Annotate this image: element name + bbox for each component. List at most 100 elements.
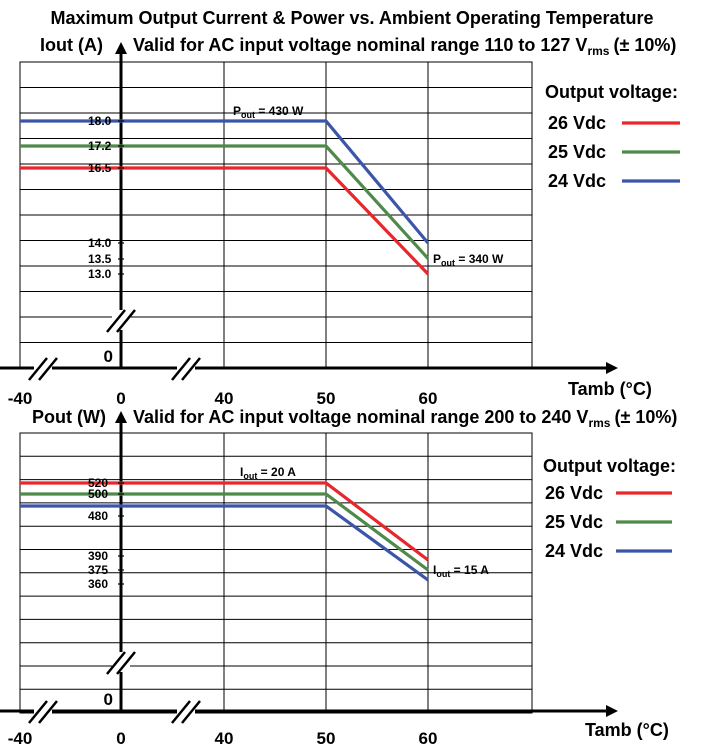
x-axis-break — [28, 357, 58, 381]
x-tick-label: -40 — [8, 389, 33, 408]
x-axis-break — [171, 700, 201, 724]
x-axis-break — [28, 700, 58, 724]
x-axis-break — [171, 357, 201, 381]
annotation-main: I — [433, 563, 436, 577]
x-tick-labels: -40 0 40 50 60 — [8, 729, 438, 747]
chart-header: Valid for AC input voltage nominal range… — [133, 35, 676, 58]
axis-break-gap — [34, 701, 52, 721]
header-text: Valid for AC input voltage nominal range… — [133, 407, 588, 427]
x-tick-labels: -40 0 40 50 60 — [8, 389, 438, 408]
legend-label: 26 Vdc — [548, 113, 606, 133]
y-tick-label: 375 — [88, 563, 108, 577]
legend-label: 25 Vdc — [545, 512, 603, 532]
axis-break-stroke — [116, 309, 136, 333]
axis-break-stroke — [171, 700, 191, 724]
axis-break-stroke — [38, 700, 58, 724]
annotation-sub: out — [436, 569, 450, 579]
y-tick-label: 0 — [104, 347, 113, 366]
y-tick-label: 13.0 — [88, 267, 112, 281]
y-axis-arrow — [115, 411, 127, 423]
header-subscript: rms — [588, 416, 610, 430]
power-derating-chart: Pout (W) Valid for AC input voltage nomi… — [0, 407, 677, 747]
axis-break-stroke — [106, 651, 126, 675]
chart-legend: Output voltage: 26 Vdc 25 Vdc 24 Vdc — [543, 456, 676, 561]
x-tick-label: 40 — [215, 389, 234, 408]
figure-title: Maximum Output Current & Power vs. Ambie… — [50, 8, 653, 28]
y-tick-label: 500 — [88, 487, 108, 501]
chart-legend: Output voltage: 26 Vdc 25 Vdc 24 Vdc — [545, 82, 680, 191]
x-tick-label: 60 — [419, 729, 438, 747]
header-text: Valid for AC input voltage nominal range… — [133, 35, 587, 55]
x-tick-label: 0 — [116, 729, 125, 747]
annotation-main: P — [233, 104, 241, 118]
y-tick-label: 13.5 — [88, 252, 112, 266]
axis-break-stroke — [171, 357, 191, 381]
y-tick-label: 16.5 — [88, 161, 112, 175]
axis-break-stroke — [28, 700, 48, 724]
axis-break-gap — [177, 358, 195, 378]
header-subscript: rms — [587, 44, 609, 58]
x-tick-label: 40 — [215, 729, 234, 747]
annotation-pout-340: Pout = 340 W — [433, 252, 504, 268]
x-axis-label: Tamb (°C) — [568, 379, 652, 399]
annotation-main: P — [433, 252, 441, 266]
annotation-value: = 430 W — [255, 104, 304, 118]
legend-label: 26 Vdc — [545, 483, 603, 503]
annotation-sub: out — [243, 471, 257, 481]
x-axis-label: Tamb (°C) — [585, 720, 669, 740]
y-axis-break — [106, 651, 136, 675]
y-tick-label: 14.0 — [88, 236, 112, 250]
annotation-value: = 15 A — [450, 563, 489, 577]
y-tick-label: 520 — [88, 476, 108, 490]
x-tick-label: 50 — [317, 389, 336, 408]
y-axis-label: Pout (W) — [32, 407, 106, 427]
axis-break-stroke — [116, 651, 136, 675]
y-tick-label: 480 — [88, 509, 108, 523]
annotation-value: = 20 A — [257, 465, 296, 479]
y-axis-break — [106, 309, 136, 333]
legend-label: 25 Vdc — [548, 142, 606, 162]
y-tick-label: 360 — [88, 577, 108, 591]
x-tick-label: -40 — [8, 729, 33, 747]
y-tick-label: 390 — [88, 549, 108, 563]
axis-break-gap — [112, 652, 130, 672]
svg-text:Pout = 430 W: Pout = 430 W — [233, 104, 304, 120]
chart-header: Valid for AC input voltage nominal range… — [133, 407, 677, 430]
current-derating-chart: Iout (A) Valid for AC input voltage nomi… — [0, 35, 680, 408]
y-tick-label: 17.2 — [88, 139, 112, 153]
y-tick-label: 18.0 — [88, 114, 112, 128]
axis-break-stroke — [181, 357, 201, 381]
axis-break-stroke — [181, 700, 201, 724]
x-tick-label: 50 — [317, 729, 336, 747]
annotation-sub: out — [241, 110, 255, 120]
x-axis-arrow — [606, 362, 618, 374]
axis-break-gap — [112, 310, 130, 330]
annotation-pout-430: Pout = 430 W — [233, 104, 304, 120]
svg-text:Iout = 20 A: Iout = 20 A — [240, 465, 296, 481]
y-tick-labels: 18.0 17.2 16.5 14.0 13.513.0 0 — [88, 114, 124, 366]
y-axis-label: Iout (A) — [40, 35, 103, 55]
axis-break-stroke — [38, 357, 58, 381]
legend-label: 24 Vdc — [548, 171, 606, 191]
x-tick-label: 0 — [116, 389, 125, 408]
header-tail: (± 10%) — [613, 35, 676, 55]
header-tail: (± 10%) — [614, 407, 677, 427]
legend-title: Output voltage: — [543, 456, 676, 476]
x-tick-label: 60 — [419, 389, 438, 408]
axis-break-stroke — [28, 357, 48, 381]
svg-text:Iout = 15 A: Iout = 15 A — [433, 563, 489, 579]
x-axis-arrow — [606, 705, 618, 717]
legend-label: 24 Vdc — [545, 541, 603, 561]
chart-grid — [19, 61, 533, 369]
axis-break-gap — [34, 358, 52, 378]
y-axis-arrow — [115, 42, 127, 54]
legend-title: Output voltage: — [545, 82, 678, 102]
annotation-main: I — [240, 465, 243, 479]
axis-break-gap — [177, 701, 195, 721]
annotation-iout-15: Iout = 15 A — [433, 563, 489, 579]
chart-grid — [19, 432, 533, 714]
chart-axes — [0, 411, 618, 724]
svg-text:Pout = 340 W: Pout = 340 W — [433, 252, 504, 268]
